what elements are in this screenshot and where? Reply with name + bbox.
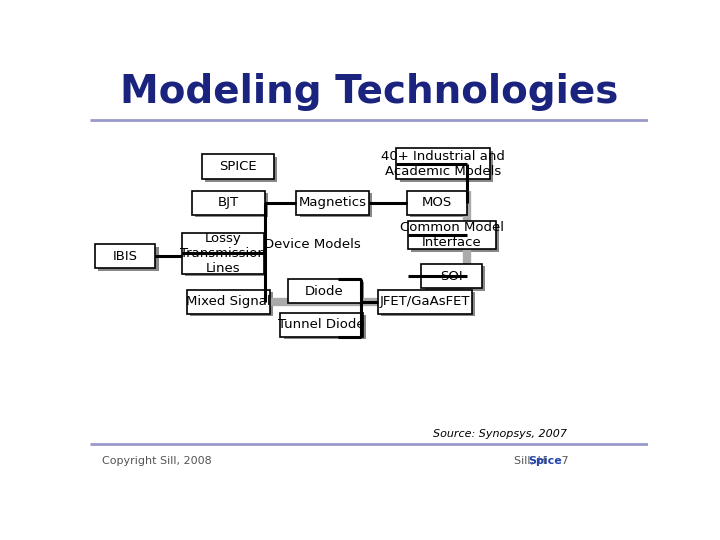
Text: Common Model
Interface: Common Model Interface — [400, 221, 503, 249]
Text: Source: Synopsys, 2007: Source: Synopsys, 2007 — [433, 429, 567, 439]
Text: Magnetics: Magnetics — [299, 197, 366, 210]
Text: 40+ Industrial and
Academic Models: 40+ Industrial and Academic Models — [382, 150, 505, 178]
Text: 7: 7 — [557, 456, 568, 465]
Text: Modeling Technologies: Modeling Technologies — [120, 73, 618, 111]
FancyBboxPatch shape — [292, 282, 364, 306]
FancyBboxPatch shape — [187, 290, 270, 314]
Text: JFET/GaAsFET: JFET/GaAsFET — [379, 295, 470, 308]
Text: Sill, H: Sill, H — [514, 456, 546, 465]
Text: Copyright Sill, 2008: Copyright Sill, 2008 — [102, 456, 212, 465]
FancyBboxPatch shape — [378, 290, 472, 314]
FancyBboxPatch shape — [190, 292, 273, 316]
Text: MOS: MOS — [422, 197, 452, 210]
FancyBboxPatch shape — [411, 224, 499, 252]
Text: Lossy
Transmission
Lines: Lossy Transmission Lines — [180, 232, 266, 275]
Text: Tunnel Diode: Tunnel Diode — [278, 318, 365, 331]
FancyBboxPatch shape — [181, 233, 264, 274]
FancyBboxPatch shape — [300, 193, 372, 218]
FancyBboxPatch shape — [99, 246, 158, 271]
Text: IBIS: IBIS — [112, 249, 138, 262]
Text: BJT: BJT — [218, 197, 239, 210]
Text: Spice: Spice — [528, 456, 562, 465]
FancyBboxPatch shape — [280, 313, 363, 337]
FancyBboxPatch shape — [421, 264, 482, 288]
FancyBboxPatch shape — [400, 151, 493, 181]
Text: Diode: Diode — [305, 285, 343, 298]
FancyBboxPatch shape — [410, 193, 471, 218]
FancyBboxPatch shape — [396, 148, 490, 179]
FancyBboxPatch shape — [425, 266, 485, 291]
Text: Mixed Signal: Mixed Signal — [186, 295, 271, 308]
FancyBboxPatch shape — [407, 191, 467, 215]
FancyBboxPatch shape — [288, 279, 361, 303]
FancyBboxPatch shape — [205, 157, 277, 181]
Text: SPICE: SPICE — [219, 160, 257, 173]
Text: Device Models: Device Models — [264, 238, 361, 251]
FancyBboxPatch shape — [202, 154, 274, 179]
FancyBboxPatch shape — [382, 292, 475, 316]
FancyBboxPatch shape — [192, 191, 265, 215]
FancyBboxPatch shape — [297, 191, 369, 215]
FancyBboxPatch shape — [185, 235, 267, 276]
Text: SOI: SOI — [440, 269, 463, 282]
FancyBboxPatch shape — [284, 315, 366, 339]
FancyBboxPatch shape — [408, 221, 495, 249]
FancyBboxPatch shape — [95, 244, 156, 268]
FancyBboxPatch shape — [195, 193, 268, 218]
